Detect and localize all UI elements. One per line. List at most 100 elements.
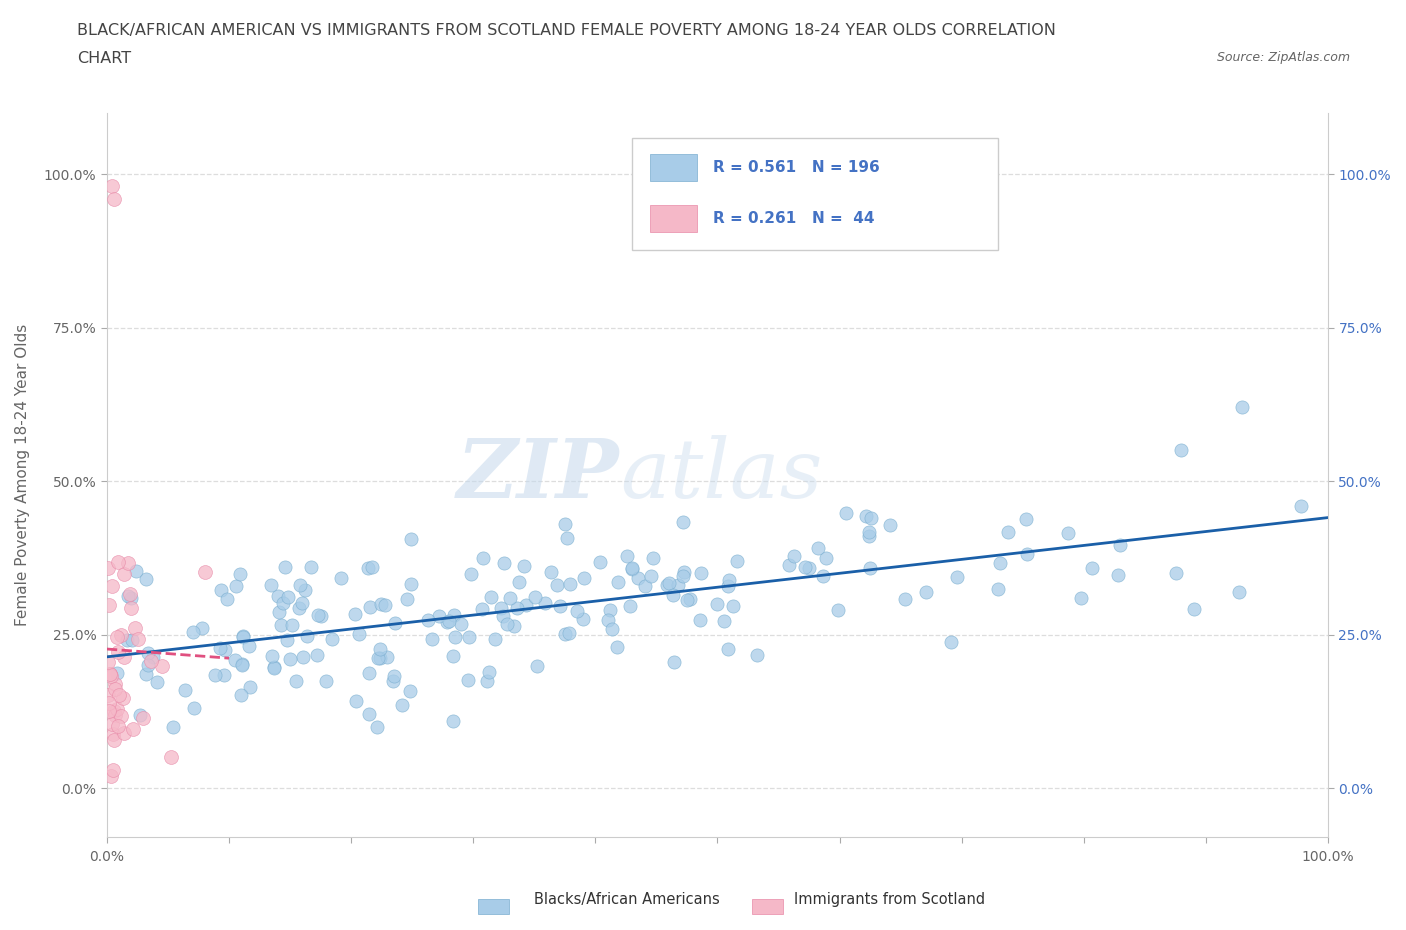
Point: [112, 649, 135, 664]
Point: [260, 578, 283, 592]
Point: [129, 707, 152, 722]
Point: [232, 628, 254, 643]
Point: [136, 658, 159, 672]
Point: [238, 638, 260, 653]
Point: [855, 508, 877, 523]
Point: [713, 614, 735, 629]
Point: [827, 603, 849, 618]
Point: [120, 601, 142, 616]
Point: [124, 620, 146, 635]
Point: [496, 617, 519, 631]
Point: [110, 628, 132, 643]
Point: [103, 704, 125, 719]
Point: [212, 668, 235, 683]
Point: [548, 599, 571, 614]
Point: [330, 571, 353, 586]
Point: [107, 554, 129, 569]
Point: [98, 667, 121, 682]
Point: [382, 669, 405, 684]
Point: [263, 660, 285, 675]
Point: [494, 556, 516, 571]
Point: [384, 616, 406, 631]
Point: [655, 578, 678, 593]
Point: [101, 179, 124, 193]
Point: [1289, 498, 1312, 513]
Point: [600, 622, 623, 637]
Point: [534, 596, 557, 611]
Point: [374, 597, 396, 612]
Point: [526, 658, 548, 673]
Point: [690, 565, 713, 580]
Point: [619, 599, 641, 614]
Point: [97, 655, 120, 670]
Point: [1170, 443, 1192, 458]
Point: [121, 632, 143, 647]
Point: [194, 565, 217, 579]
Point: [1057, 525, 1080, 540]
Point: [811, 569, 834, 584]
Point: [946, 570, 969, 585]
Point: [277, 590, 299, 604]
Point: [103, 733, 125, 748]
Point: [191, 620, 214, 635]
Point: [343, 606, 366, 621]
Point: [783, 549, 806, 564]
Point: [288, 601, 311, 616]
Point: [988, 555, 1011, 570]
Point: [662, 654, 685, 669]
Point: [107, 644, 129, 659]
Point: [1227, 585, 1250, 600]
Point: [127, 631, 149, 646]
Point: [460, 566, 482, 581]
Point: [357, 561, 380, 576]
Point: [565, 604, 588, 618]
Point: [599, 603, 621, 618]
Bar: [651, 154, 697, 181]
Point: [441, 648, 464, 663]
Bar: [631, 138, 998, 250]
Point: [391, 698, 413, 712]
Point: [299, 560, 322, 575]
Bar: [651, 205, 697, 232]
Point: [418, 612, 440, 627]
Point: [807, 541, 830, 556]
Point: [103, 726, 125, 741]
Point: [540, 565, 562, 579]
Point: [797, 561, 820, 576]
Point: [1080, 561, 1102, 576]
Point: [1164, 565, 1187, 580]
Point: [457, 672, 479, 687]
Point: [181, 624, 204, 639]
Point: [718, 572, 741, 587]
Point: [572, 612, 595, 627]
Point: [132, 711, 155, 725]
Point: [606, 640, 628, 655]
Point: [721, 599, 744, 614]
Point: [778, 557, 800, 572]
Point: [274, 560, 297, 575]
Point: [368, 650, 391, 665]
Point: [321, 631, 343, 646]
Text: Immigrants from Scotland: Immigrants from Scotland: [794, 892, 986, 907]
Point: [281, 618, 304, 632]
Point: [139, 654, 162, 669]
Point: [366, 720, 388, 735]
Point: [439, 613, 461, 628]
Point: [794, 559, 817, 574]
Point: [815, 551, 838, 565]
Point: [103, 192, 125, 206]
Point: [295, 629, 318, 644]
Point: [478, 664, 501, 679]
Point: [135, 667, 157, 682]
Point: [546, 578, 568, 592]
Point: [367, 651, 389, 666]
Point: [472, 551, 495, 566]
Point: [224, 653, 246, 668]
Point: [443, 607, 465, 622]
Point: [370, 596, 392, 611]
Point: [675, 592, 697, 607]
Point: [523, 590, 546, 604]
Text: Source: ZipAtlas.com: Source: ZipAtlas.com: [1216, 51, 1350, 64]
Point: [506, 601, 529, 616]
Point: [146, 674, 169, 689]
